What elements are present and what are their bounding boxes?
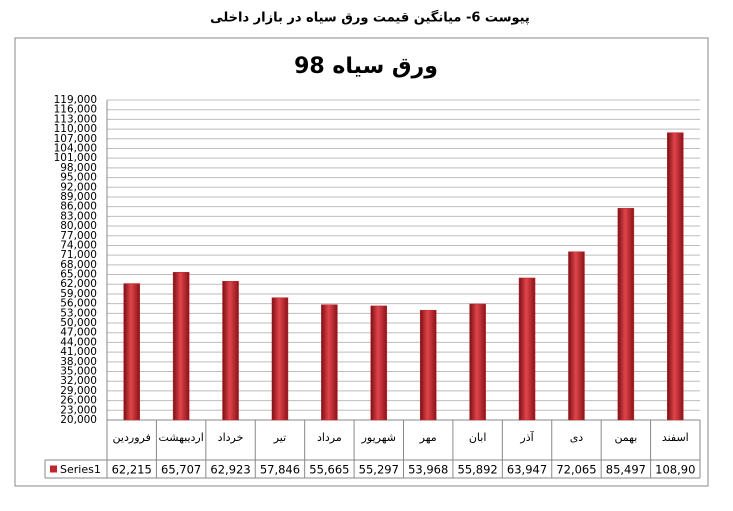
y-tick-label: 116,000 [54,104,97,116]
y-tick-label: 29,000 [60,385,97,397]
y-tick-label: 119,000 [54,94,97,106]
y-tick-label: 92,000 [60,181,97,193]
category-label: شهریور [361,431,396,444]
category-label: دی [570,431,584,444]
y-tick-label: 23,000 [60,404,97,416]
y-tick-label: 32,000 [60,375,97,387]
value-label: 63,947 [507,463,547,477]
y-tick-label: 50,000 [60,317,97,329]
bar [617,208,635,421]
bar [321,304,338,421]
category-label: مرداد [317,431,342,444]
value-label: 62,923 [210,463,250,477]
value-label: 57,846 [260,463,300,477]
category-label: اردیبهشت [158,431,203,444]
y-tick-label: 68,000 [60,259,97,271]
bar [518,277,536,421]
bar [222,281,239,421]
value-label: 62,215 [112,463,152,477]
value-label: 72,065 [556,463,596,477]
value-label: 53,968 [408,463,448,477]
chart-frame [14,37,709,487]
y-tick-label: 77,000 [60,230,97,242]
category-label: تیر [273,431,286,444]
value-label: 85,497 [606,463,646,477]
y-tick-label: 89,000 [60,191,97,203]
y-tick-label: 41,000 [60,346,97,358]
y-tick-label: 107,000 [54,133,97,145]
category-label: آذر [519,430,534,444]
y-tick-label: 95,000 [60,172,97,184]
category-label: ابان [469,431,487,444]
y-tick-label: 110,000 [54,123,97,135]
category-label: اسفند [662,431,689,444]
y-tick-label: 104,000 [54,142,97,154]
category-label: مهر [419,431,437,444]
value-label: 55,892 [458,463,498,477]
value-label: 55,297 [359,463,399,477]
y-tick-label: 113,000 [54,113,97,125]
y-tick-label: 35,000 [60,366,97,378]
y-tick-label: 65,000 [60,269,97,281]
y-tick-label: 56,000 [60,298,97,310]
y-tick-label: 26,000 [60,395,97,407]
bar [172,272,190,421]
bar [568,251,585,421]
y-tick-label: 44,000 [60,336,97,348]
page-title: پیوست 6- میانگین قیمت ورق سیاه در بازار … [210,10,530,26]
category-label: بهمن [614,431,637,444]
chart-title: ورق سیاه 98 [294,54,438,79]
bar [667,132,684,421]
y-tick-label: 83,000 [60,210,97,222]
y-tick-label: 53,000 [60,307,97,319]
bar [271,297,289,421]
y-tick-label: 59,000 [60,288,97,300]
y-tick-label: 47,000 [60,327,97,339]
category-label: خرداد [218,431,244,444]
y-tick-label: 86,000 [60,201,97,213]
y-tick-label: 80,000 [60,220,97,232]
y-tick-label: 71,000 [60,249,97,261]
y-tick-label: 74,000 [60,239,97,251]
bar [370,305,388,421]
y-tick-label: 38,000 [60,356,97,368]
value-label: 65,707 [161,463,201,477]
legend-label: Series1 [60,463,101,476]
y-tick-label: 98,000 [60,162,97,174]
category-label: فروردین [113,431,151,444]
bar [123,283,140,421]
bar [469,303,486,421]
bar [419,309,437,421]
value-label: 108,90 [655,463,695,477]
y-tick-label: 20,000 [60,414,97,426]
legend-swatch [50,465,57,473]
y-tick-label: 101,000 [54,152,97,164]
y-tick-label: 62,000 [60,278,97,290]
value-label: 55,665 [309,463,349,477]
